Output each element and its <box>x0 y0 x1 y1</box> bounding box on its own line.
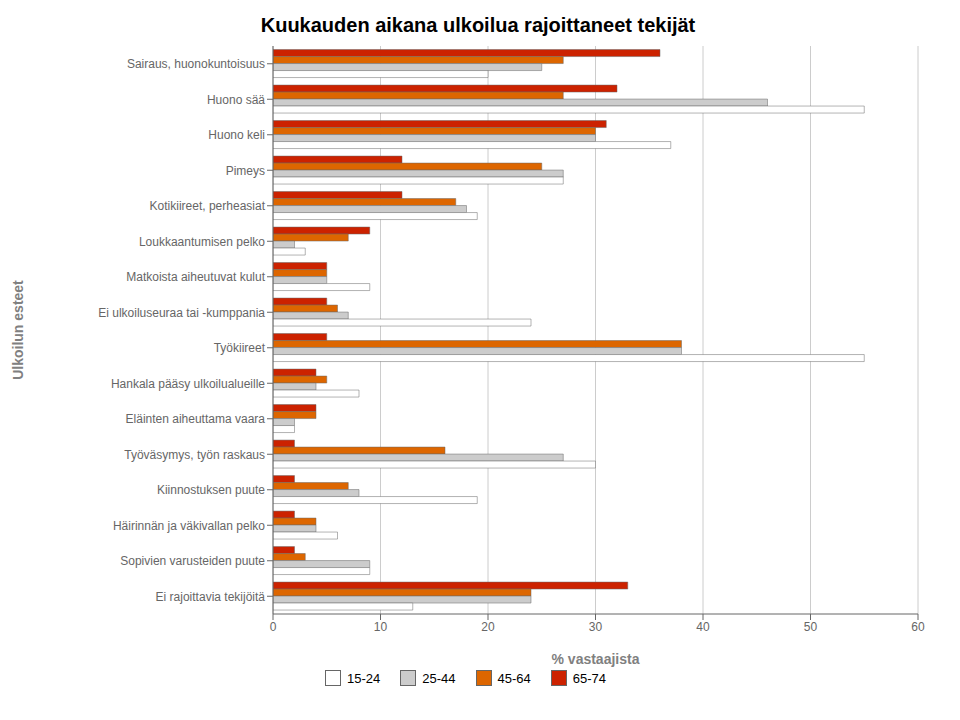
svg-text:Kiinnostuksen puute: Kiinnostuksen puute <box>157 483 265 497</box>
svg-text:Kotikiireet, perheasiat: Kotikiireet, perheasiat <box>150 199 266 213</box>
svg-text:Sopivien varusteiden puute: Sopivien varusteiden puute <box>120 554 265 568</box>
svg-text:40: 40 <box>696 620 710 634</box>
svg-text:Hankala pääsy ulkoilualueille: Hankala pääsy ulkoilualueille <box>111 377 265 391</box>
svg-text:Ei rajoittavia tekijöitä: Ei rajoittavia tekijöitä <box>156 590 266 604</box>
html-text:Kuukauden aikana ulkoilua rajo: Kuukauden aikana ulkoilua rajoittaneet t… <box>260 14 696 36</box>
svg-text:10: 10 <box>374 620 388 634</box>
svg-text:Huono keli: Huono keli <box>208 128 265 142</box>
html-text:45-64: 45-64 <box>497 670 531 686</box>
html-text:15-24: 15-24 <box>347 670 381 686</box>
svg-text:Matkoista aiheutuvat kulut: Matkoista aiheutuvat kulut <box>126 270 265 284</box>
svg-text:Eläinten aiheuttama vaara: Eläinten aiheuttama vaara <box>126 412 266 426</box>
svg-text:% vastaajista: % vastaajista <box>552 651 640 667</box>
svg-text:0: 0 <box>270 620 277 634</box>
svg-text:Työkiireet: Työkiireet <box>214 341 266 355</box>
svg-text:Ei ulkoiluseuraa tai -kumppani: Ei ulkoiluseuraa tai -kumppania <box>98 306 265 320</box>
svg-text:20: 20 <box>481 620 495 634</box>
svg-text:30: 30 <box>589 620 603 634</box>
svg-text:50: 50 <box>804 620 818 634</box>
svg-text:60: 60 <box>911 620 925 634</box>
svg-text:Työväsymys, työn raskaus: Työväsymys, työn raskaus <box>124 448 265 462</box>
svg-text:Häirinnän ja väkivallan pelko: Häirinnän ja väkivallan pelko <box>113 519 265 533</box>
svg-text:Huono sää: Huono sää <box>207 93 265 107</box>
html-text:25-44: 25-44 <box>422 670 456 686</box>
html-text:65-74: 65-74 <box>572 670 606 686</box>
svg-text:Loukkaantumisen pelko: Loukkaantumisen pelko <box>139 235 265 249</box>
svg-text:Sairaus, huonokuntoisuus: Sairaus, huonokuntoisuus <box>127 57 265 71</box>
svg-text:Ulkoilun esteet: Ulkoilun esteet <box>10 280 26 380</box>
svg-text:Pimeys: Pimeys <box>226 164 265 178</box>
